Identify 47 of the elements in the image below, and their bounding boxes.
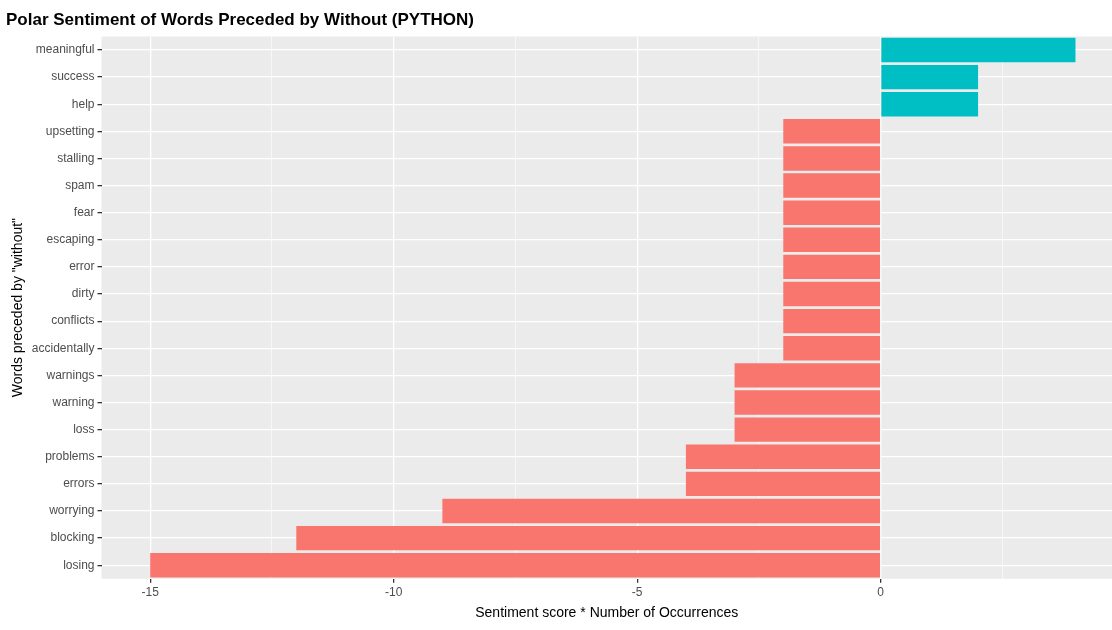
bar — [442, 498, 881, 524]
y-tick-label: blocking — [50, 530, 95, 545]
bar — [685, 444, 881, 469]
y-tick-label: worrying — [48, 503, 95, 518]
bar — [881, 64, 979, 90]
bar — [685, 471, 881, 497]
chart-title: Polar Sentiment of Words Preceded by Without (PYTHON) — [6, 9, 475, 29]
bar — [783, 146, 881, 171]
y-axis-title: Words preceded by "without" — [9, 217, 26, 398]
bar — [296, 525, 881, 551]
y-tick-label: errors — [63, 476, 95, 491]
y-tick-label: spam — [65, 177, 95, 192]
bar — [783, 254, 881, 280]
y-tick-label: help — [71, 96, 95, 111]
bar — [734, 417, 881, 442]
y-tick-label: loss — [73, 421, 95, 436]
y-tick-label: warning — [51, 394, 95, 409]
bar — [734, 363, 881, 388]
bar — [783, 173, 881, 198]
bar — [881, 37, 1076, 63]
y-tick-label: conflicts — [51, 313, 95, 328]
y-tick-label: success — [51, 69, 95, 84]
y-tick-label: problems — [45, 449, 95, 464]
y-tick-label: escaping — [46, 232, 95, 247]
x-tick-label: 0 — [877, 585, 885, 600]
bar — [881, 92, 979, 117]
bar — [783, 281, 881, 307]
y-tick-label: fear — [73, 204, 95, 219]
x-tick-label: -10 — [385, 585, 403, 600]
x-tick-label: -5 — [631, 585, 643, 600]
x-tick-label: -15 — [141, 585, 160, 600]
x-axis-title: Sentiment score * Number of Occurrences — [475, 604, 739, 621]
bar — [783, 119, 881, 144]
bar — [783, 227, 881, 252]
y-tick-label: losing — [63, 557, 95, 572]
bar — [734, 390, 881, 415]
bar — [783, 336, 881, 361]
bar — [783, 200, 881, 225]
bar — [783, 308, 881, 334]
y-tick-label: dirty — [71, 286, 95, 301]
bar — [150, 553, 881, 578]
y-tick-label: warnings — [45, 367, 95, 382]
y-tick-label: error — [69, 259, 95, 274]
y-tick-label: meaningful — [35, 42, 95, 57]
y-tick-label: upsetting — [45, 123, 95, 138]
y-tick-label: stalling — [57, 150, 95, 165]
y-tick-label: accidentally — [31, 340, 95, 355]
